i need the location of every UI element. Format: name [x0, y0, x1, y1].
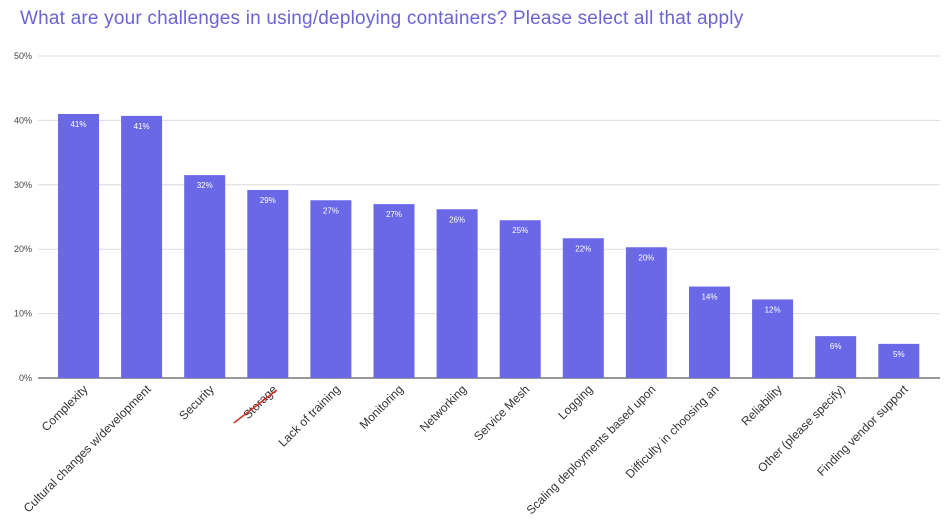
bar [625, 247, 667, 378]
bar [815, 336, 857, 378]
annotations [233, 389, 278, 424]
gridlines [38, 55, 940, 379]
y-axis-ticks: 0% 10% 20% 30% 40% 50% [14, 51, 32, 383]
data-label: 5% [893, 350, 905, 359]
x-tick-label: Reliability [739, 382, 785, 428]
data-label: 27% [323, 206, 339, 215]
y-tick-label: 40% [14, 115, 32, 125]
y-tick-label: 0% [19, 373, 32, 383]
data-label: 32% [197, 181, 213, 190]
x-tick-label: Monitoring [357, 382, 407, 432]
data-label: 41% [134, 122, 150, 131]
data-label: 41% [70, 120, 86, 129]
bar [689, 286, 730, 378]
data-label: 6% [830, 342, 842, 351]
y-tick-label: 10% [14, 309, 32, 319]
data-label: 20% [638, 253, 654, 262]
bar [121, 115, 163, 378]
x-tick-label: Lack of training [276, 382, 343, 449]
bar [436, 209, 478, 378]
data-label: 27% [386, 210, 402, 219]
bar [247, 189, 289, 378]
bar [310, 200, 352, 378]
x-tick-label: Complexity [39, 382, 91, 434]
x-tick-label: Service Mesh [471, 382, 532, 443]
y-tick-label: 50% [14, 51, 32, 61]
bar [373, 204, 415, 378]
bar [752, 299, 794, 378]
bar [58, 113, 99, 379]
bar [499, 220, 541, 378]
y-tick-label: 30% [14, 180, 32, 190]
y-tick-label: 20% [14, 244, 32, 254]
x-tick-label: Networking [417, 382, 469, 434]
bar [878, 343, 920, 378]
data-label: 14% [701, 293, 717, 302]
storage-underline-annotation [233, 389, 278, 424]
data-label: 22% [575, 244, 591, 253]
data-label: 26% [449, 215, 465, 224]
x-tick-label: Security [176, 382, 217, 423]
bar [562, 238, 604, 378]
chart-title: What are your challenges in using/deploy… [20, 8, 744, 29]
x-tick-label: Scaling deployments based upon [524, 382, 659, 517]
data-label: 12% [765, 305, 781, 314]
x-tick-label: Logging [555, 382, 595, 422]
x-tick-label: Cultural changes w/development [21, 382, 154, 515]
data-label: 25% [512, 226, 528, 235]
bars [58, 113, 920, 379]
data-labels: 41% 41% 32% 29% 27% 27% 26% 25% 22% 20% 14% 12% 6% 5% [70, 120, 904, 359]
bar [184, 175, 226, 378]
data-label: 29% [260, 196, 276, 205]
